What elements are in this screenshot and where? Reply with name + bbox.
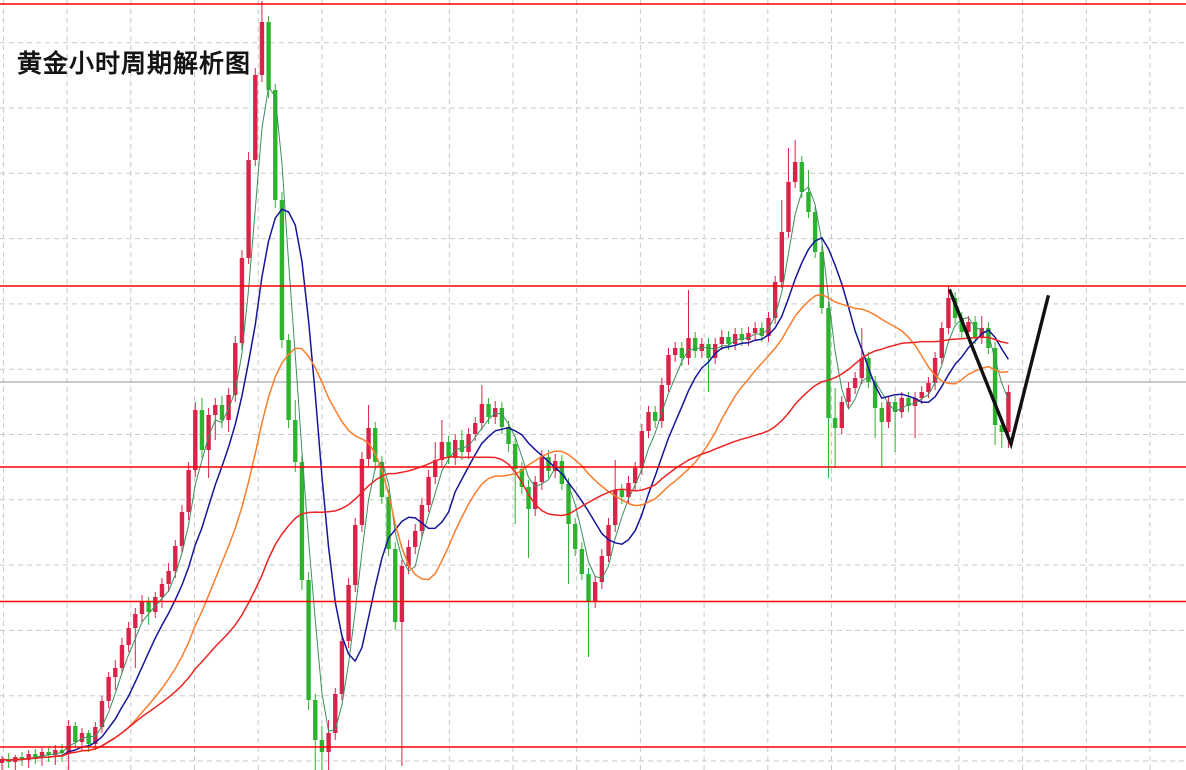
moving-average-lines xyxy=(1,86,1010,762)
ma-fast-line xyxy=(1,86,1009,761)
support-resistance-lines xyxy=(0,3,1186,748)
chart-title: 黄金小时周期解析图 xyxy=(17,50,252,78)
candles-layer xyxy=(0,1,1011,770)
ma-slow-line xyxy=(1,293,1009,762)
trend-annotation xyxy=(947,288,1051,450)
ma-slowest-line xyxy=(1,336,1009,762)
ma-mid-line xyxy=(1,208,1010,762)
